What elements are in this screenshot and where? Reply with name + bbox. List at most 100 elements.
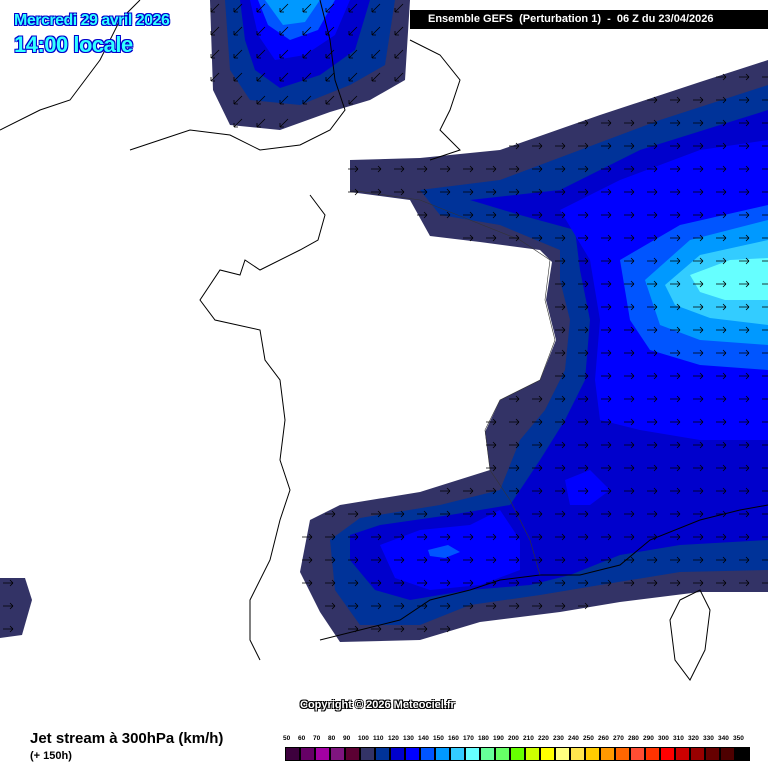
arrow-right-icon [670, 303, 681, 311]
arrow-right-icon [739, 96, 750, 104]
legend-label: 90 [343, 735, 351, 742]
arrow-right-icon [509, 533, 520, 541]
arrow-right-icon [762, 76, 768, 78]
arrow-right-icon [555, 188, 566, 196]
arrow-right-icon [647, 464, 658, 472]
legend-label: 100 [358, 735, 369, 742]
arrow-right-icon [394, 510, 405, 518]
arrow-right-icon [624, 441, 635, 449]
arrow-right-icon [509, 441, 520, 449]
arrow-right-icon [348, 579, 359, 587]
arrow-down-left-icon [256, 118, 266, 128]
arrow-down-left-icon [256, 72, 266, 82]
arrow-right-icon [739, 165, 750, 173]
jet-zone-130 [565, 470, 610, 505]
arrow-right-icon [693, 372, 704, 380]
arrow-right-icon [601, 349, 612, 357]
arrow-right-icon [417, 579, 428, 587]
arrow-right-icon [532, 165, 543, 173]
arrow-right-icon [716, 464, 727, 472]
arrow-right-icon [555, 533, 566, 541]
arrow-right-icon [647, 579, 658, 587]
arrow-right-icon [739, 280, 750, 288]
arrow-right-icon [578, 556, 589, 564]
arrow-right-icon [578, 234, 589, 242]
legend-label: 60 [298, 735, 306, 742]
arrow-down-left-icon [348, 95, 358, 105]
arrow-right-icon [394, 579, 405, 587]
arrow-right-icon [670, 441, 681, 449]
arrow-right-icon [578, 119, 589, 127]
model-run-banner: Ensemble GEFS (Perturbation 1) - 06 Z du… [410, 10, 768, 29]
arrow-right-icon [417, 533, 428, 541]
legend-swatch [360, 747, 375, 761]
arrow-right-icon [762, 329, 768, 331]
legend-swatch [525, 747, 540, 761]
arrow-right-icon [762, 490, 768, 492]
arrow-down-left-icon [256, 26, 266, 36]
arrow-right-icon [578, 441, 589, 449]
arrow-right-icon [670, 533, 681, 541]
arrow-right-icon [647, 234, 658, 242]
arrow-down-left-icon [302, 26, 312, 36]
border [349, 189, 556, 576]
arrow-right-icon [716, 257, 727, 265]
arrow-right-icon [463, 487, 474, 495]
arrow-right-icon [486, 211, 497, 219]
arrow-right-icon [762, 375, 768, 377]
arrow-right-icon [371, 533, 382, 541]
arrow-right-icon [509, 510, 520, 518]
arrow-right-icon [762, 260, 768, 262]
arrow-right-icon [716, 510, 727, 518]
arrow-right-icon [601, 119, 612, 127]
arrow-right-icon [3, 602, 14, 610]
arrow-right-icon [716, 441, 727, 449]
arrow-right-icon [762, 122, 768, 124]
arrow-right-icon [624, 510, 635, 518]
arrow-down-left-icon [279, 95, 289, 105]
arrow-right-icon [624, 533, 635, 541]
arrow-right-icon [693, 326, 704, 334]
arrow-down-left-icon [233, 26, 243, 36]
arrow-right-icon [509, 395, 520, 403]
legend-swatch [735, 747, 750, 761]
arrow-right-icon [555, 464, 566, 472]
arrow-down-left-icon [302, 3, 312, 13]
coastline [409, 39, 461, 161]
legend-swatch [675, 747, 690, 761]
legend-label: 140 [418, 735, 429, 742]
arrow-right-icon [578, 326, 589, 334]
coastline [129, 0, 346, 151]
arrow-right-icon [647, 556, 658, 564]
legend-swatch [285, 747, 300, 761]
arrow-right-icon [716, 372, 727, 380]
arrow-right-icon [647, 372, 658, 380]
arrow-right-icon [555, 280, 566, 288]
arrow-right-icon [463, 556, 474, 564]
legend-label: 340 [718, 735, 729, 742]
arrow-right-icon [624, 395, 635, 403]
arrow-right-icon [624, 119, 635, 127]
arrow-right-icon [601, 441, 612, 449]
arrow-right-icon [624, 326, 635, 334]
arrow-right-icon [739, 73, 750, 81]
arrow-right-icon [394, 625, 405, 633]
arrow-right-icon [578, 165, 589, 173]
arrow-right-icon [532, 188, 543, 196]
arrow-down-left-icon [325, 72, 335, 82]
arrow-right-icon [440, 602, 451, 610]
arrow-right-icon [624, 142, 635, 150]
arrow-right-icon [509, 188, 520, 196]
arrow-right-icon [532, 441, 543, 449]
arrow-down-left-icon [371, 3, 381, 13]
map-title: Jet stream à 300hPa (km/h) [30, 730, 224, 747]
arrow-right-icon [578, 349, 589, 357]
legend-label: 210 [523, 735, 534, 742]
arrow-right-icon [3, 625, 14, 633]
arrow-right-icon [716, 395, 727, 403]
arrow-right-icon [463, 602, 474, 610]
arrow-down-left-icon [371, 49, 381, 59]
arrow-right-icon [601, 280, 612, 288]
legend-label: 220 [538, 735, 549, 742]
arrow-right-icon [739, 211, 750, 219]
